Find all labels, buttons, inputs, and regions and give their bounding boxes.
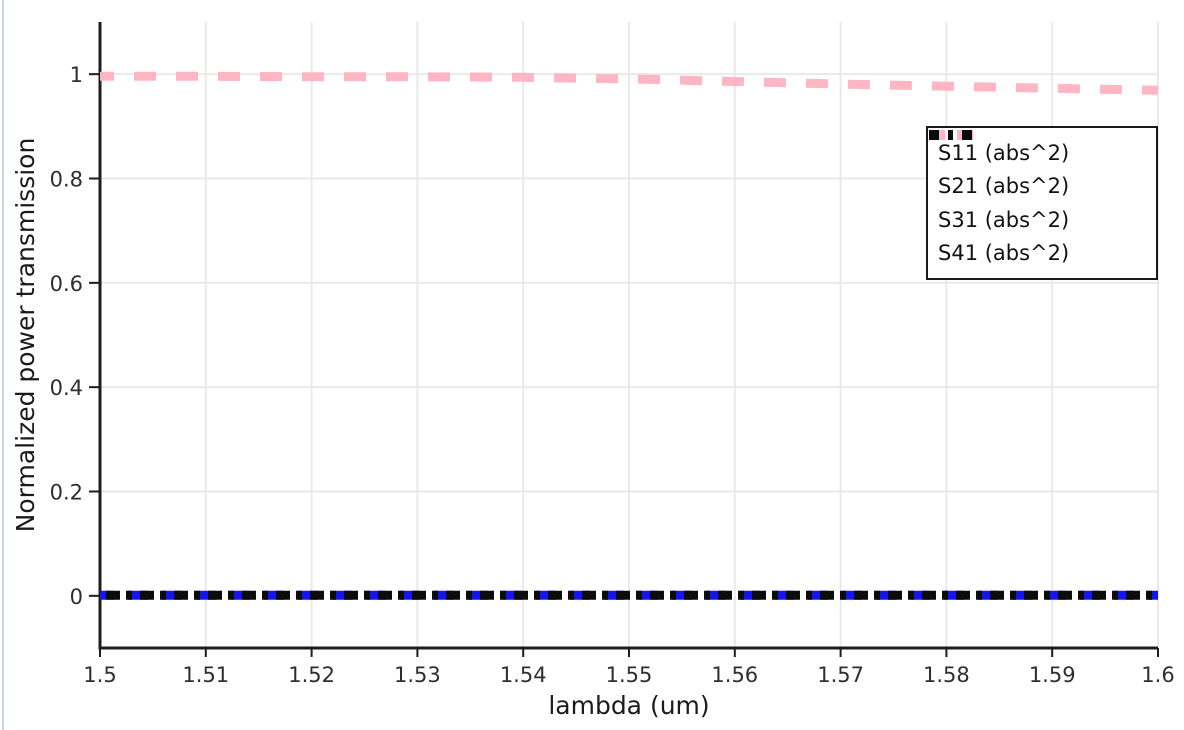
- legend-line-sample-icon: [929, 130, 981, 140]
- x-tick-label: 1.57: [817, 663, 864, 687]
- series-line-s31: [100, 71, 1159, 95]
- y-tick-label: 0.4: [50, 376, 83, 400]
- legend: S11 (abs^2) S21 (abs^2) S31 (abs^2) S41 (ab…: [926, 126, 1158, 280]
- grid-lines: [100, 22, 1159, 648]
- y-axis-label: Normalized power transmission: [11, 138, 40, 533]
- x-tick-label: 1.56: [711, 663, 758, 687]
- data-series: [100, 71, 1159, 600]
- x-tick-label: 1.5: [83, 663, 116, 687]
- legend-item-s21: S21 (abs^2): [929, 130, 1148, 199]
- x-tick-label: 1.51: [182, 663, 229, 687]
- legend-label: S21 (abs^2): [938, 174, 1070, 199]
- y-tick-label: 0.2: [50, 481, 83, 505]
- legend-item-s41: S41 (abs^2): [929, 130, 1148, 265]
- tick-marks: [89, 73, 1159, 657]
- y-tick-labels: 0 0.2 0.4 0.6 0.8 1: [50, 63, 83, 609]
- y-tick-label: 1: [70, 63, 83, 87]
- x-tick-label: 1.58: [923, 663, 970, 687]
- x-tick-label: 1.54: [500, 663, 547, 687]
- x-tick-label: 1.53: [394, 663, 441, 687]
- legend-label: S11 (abs^2): [938, 141, 1070, 166]
- legend-item-s11: S11 (abs^2): [929, 130, 1148, 166]
- x-tick-label: 1.52: [288, 663, 335, 687]
- legend-label: S31 (abs^2): [938, 207, 1070, 232]
- x-tick-label: 1.59: [1029, 663, 1076, 687]
- legend-item-s31: S31 (abs^2): [929, 130, 1148, 232]
- x-tick-label: 1.55: [606, 663, 653, 687]
- y-tick-label: 0.8: [50, 168, 83, 192]
- x-tick-label: 1.6: [1141, 663, 1174, 687]
- x-tick-labels: 1.5 1.51 1.52 1.53 1.54 1.55 1.56 1.57 1.58 1.59 1…: [83, 663, 1174, 687]
- window-left-border: [2, 0, 4, 730]
- y-tick-label: 0.6: [50, 272, 83, 296]
- x-axis-label: lambda (um): [548, 691, 709, 720]
- legend-label: S41 (abs^2): [938, 240, 1070, 265]
- y-tick-label: 0: [70, 585, 83, 609]
